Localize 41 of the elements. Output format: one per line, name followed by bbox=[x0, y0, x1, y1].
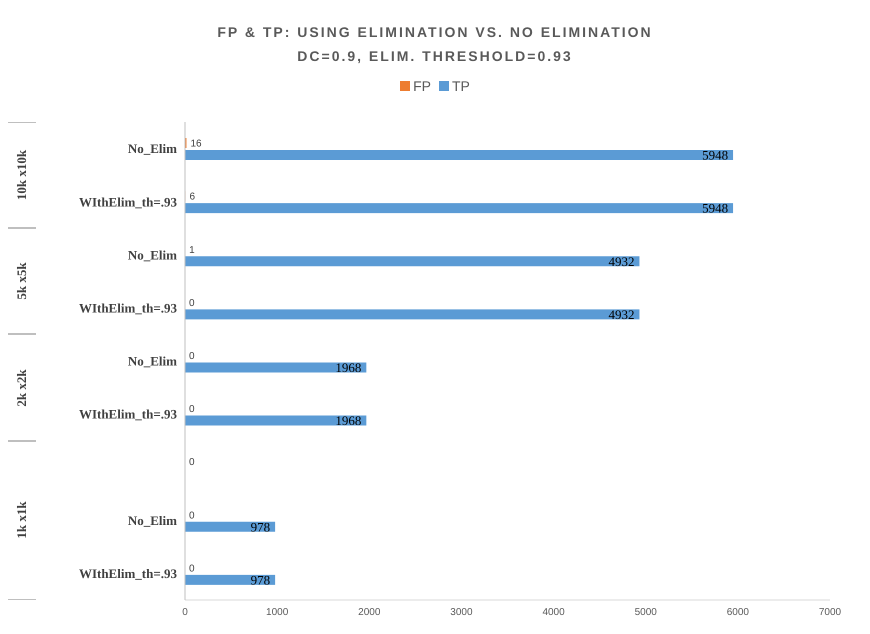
y-tick-label: WIthElim_th=.93 bbox=[78, 406, 178, 422]
text: 1k x1k bbox=[14, 502, 30, 539]
data-label: 4932 bbox=[608, 254, 634, 269]
data-label: 0 bbox=[189, 563, 195, 574]
y-tick-label: WIthElim_th=.93 bbox=[78, 300, 178, 316]
x-tick-label: 4000 bbox=[542, 607, 566, 618]
x-tick-label: 6000 bbox=[726, 607, 750, 618]
data-label: 16 bbox=[190, 138, 202, 150]
y-tick-label: No_Elim bbox=[128, 141, 178, 156]
data-label: 0 bbox=[189, 351, 195, 362]
x-tick-label: 7000 bbox=[818, 607, 842, 618]
data-label: 0 bbox=[189, 404, 195, 416]
data-label: 0 bbox=[189, 298, 195, 309]
chart-subtitle: DC=0.9, ELIM. THRESHOLD=0.93 bbox=[296, 47, 574, 66]
text: 2k x2k bbox=[14, 368, 30, 406]
data-label: 1968 bbox=[335, 413, 362, 428]
y-tick-label: No_Elim bbox=[128, 354, 178, 369]
data-label: 0 bbox=[189, 510, 195, 522]
legend-label: FP bbox=[412, 78, 431, 94]
y-tick-label: WIthElim_th=.93 bbox=[78, 194, 178, 210]
y-tick-label: WIthElim_th=.93 bbox=[78, 566, 178, 582]
x-tick-label: 5000 bbox=[634, 607, 658, 618]
data-label: 4932 bbox=[608, 306, 634, 322]
data-label: 5948 bbox=[702, 200, 728, 216]
data-label: 978 bbox=[250, 572, 270, 588]
data-label: 5948 bbox=[702, 148, 728, 163]
data-label: 1968 bbox=[335, 360, 362, 376]
x-tick-label: 2000 bbox=[358, 607, 381, 618]
y-tick-label: No_Elim bbox=[128, 512, 178, 528]
data-label: 6 bbox=[190, 192, 196, 203]
x-tick-label: 3000 bbox=[450, 607, 473, 618]
x-tick-label: 0 bbox=[182, 607, 188, 618]
x-tick-label: 1000 bbox=[266, 607, 289, 618]
data-label: 0 bbox=[189, 457, 195, 468]
legend-label: TP bbox=[451, 78, 470, 94]
chart-title: FP & TP: USING ELIMINATION VS. NO ELIMINATION bbox=[216, 23, 654, 42]
text: 5k x5k bbox=[14, 262, 30, 300]
data-label: 1 bbox=[189, 244, 196, 256]
y-tick-label: No_Elim bbox=[128, 247, 178, 262]
data-label: 978 bbox=[250, 519, 270, 534]
text: 10k x10k bbox=[14, 150, 30, 200]
